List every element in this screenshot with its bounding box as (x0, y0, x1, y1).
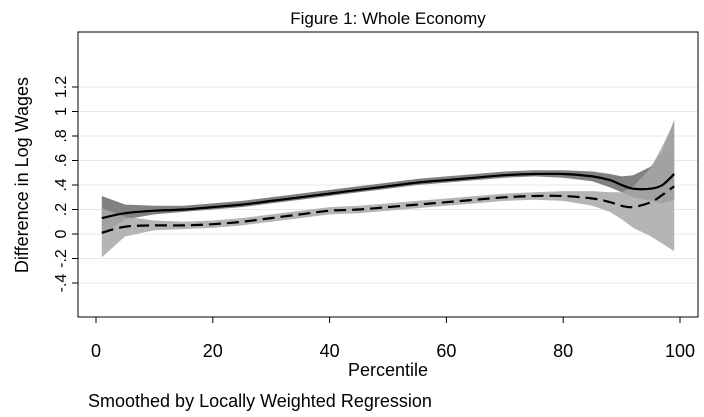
x-tick-label: 80 (553, 341, 573, 361)
series-line-1 (101, 172, 675, 220)
confidence-band-1 (101, 120, 675, 234)
x-tick-label: 100 (665, 341, 695, 361)
y-tick-label: .4 (53, 178, 70, 191)
y-tick-label: -.4 (53, 274, 70, 293)
y-axis: -.4 -.2 0 .2 .4 .6 .8 1 1.2 (53, 76, 78, 293)
x-tick-label: 20 (203, 341, 223, 361)
chart-note: Smoothed by Locally Weighted Regression (88, 391, 432, 411)
y-tick-label: 0 (53, 229, 70, 238)
confidence-band-2 (101, 121, 675, 258)
x-axis-label: Percentile (348, 360, 428, 380)
y-tick-label: .2 (53, 203, 70, 216)
confidence-bands (101, 120, 675, 258)
chart-title: Figure 1: Whole Economy (290, 9, 486, 28)
plot-frame (77, 31, 699, 318)
x-tick-label: 40 (320, 341, 340, 361)
y-axis-label: Difference in Log Wages (12, 77, 32, 273)
y-tick-label: -.2 (53, 249, 70, 268)
series-lines (101, 172, 675, 234)
y-tick-label: 1.2 (53, 76, 70, 98)
y-tick-label: .8 (53, 129, 70, 142)
series-line-2 (101, 185, 675, 234)
x-tick-label: 0 (91, 341, 101, 361)
y-tick-label: .6 (53, 154, 70, 167)
x-tick-label: 60 (436, 341, 456, 361)
y-tick-label: 1 (53, 107, 70, 116)
x-axis: 0 20 40 60 80 100 (91, 317, 695, 361)
